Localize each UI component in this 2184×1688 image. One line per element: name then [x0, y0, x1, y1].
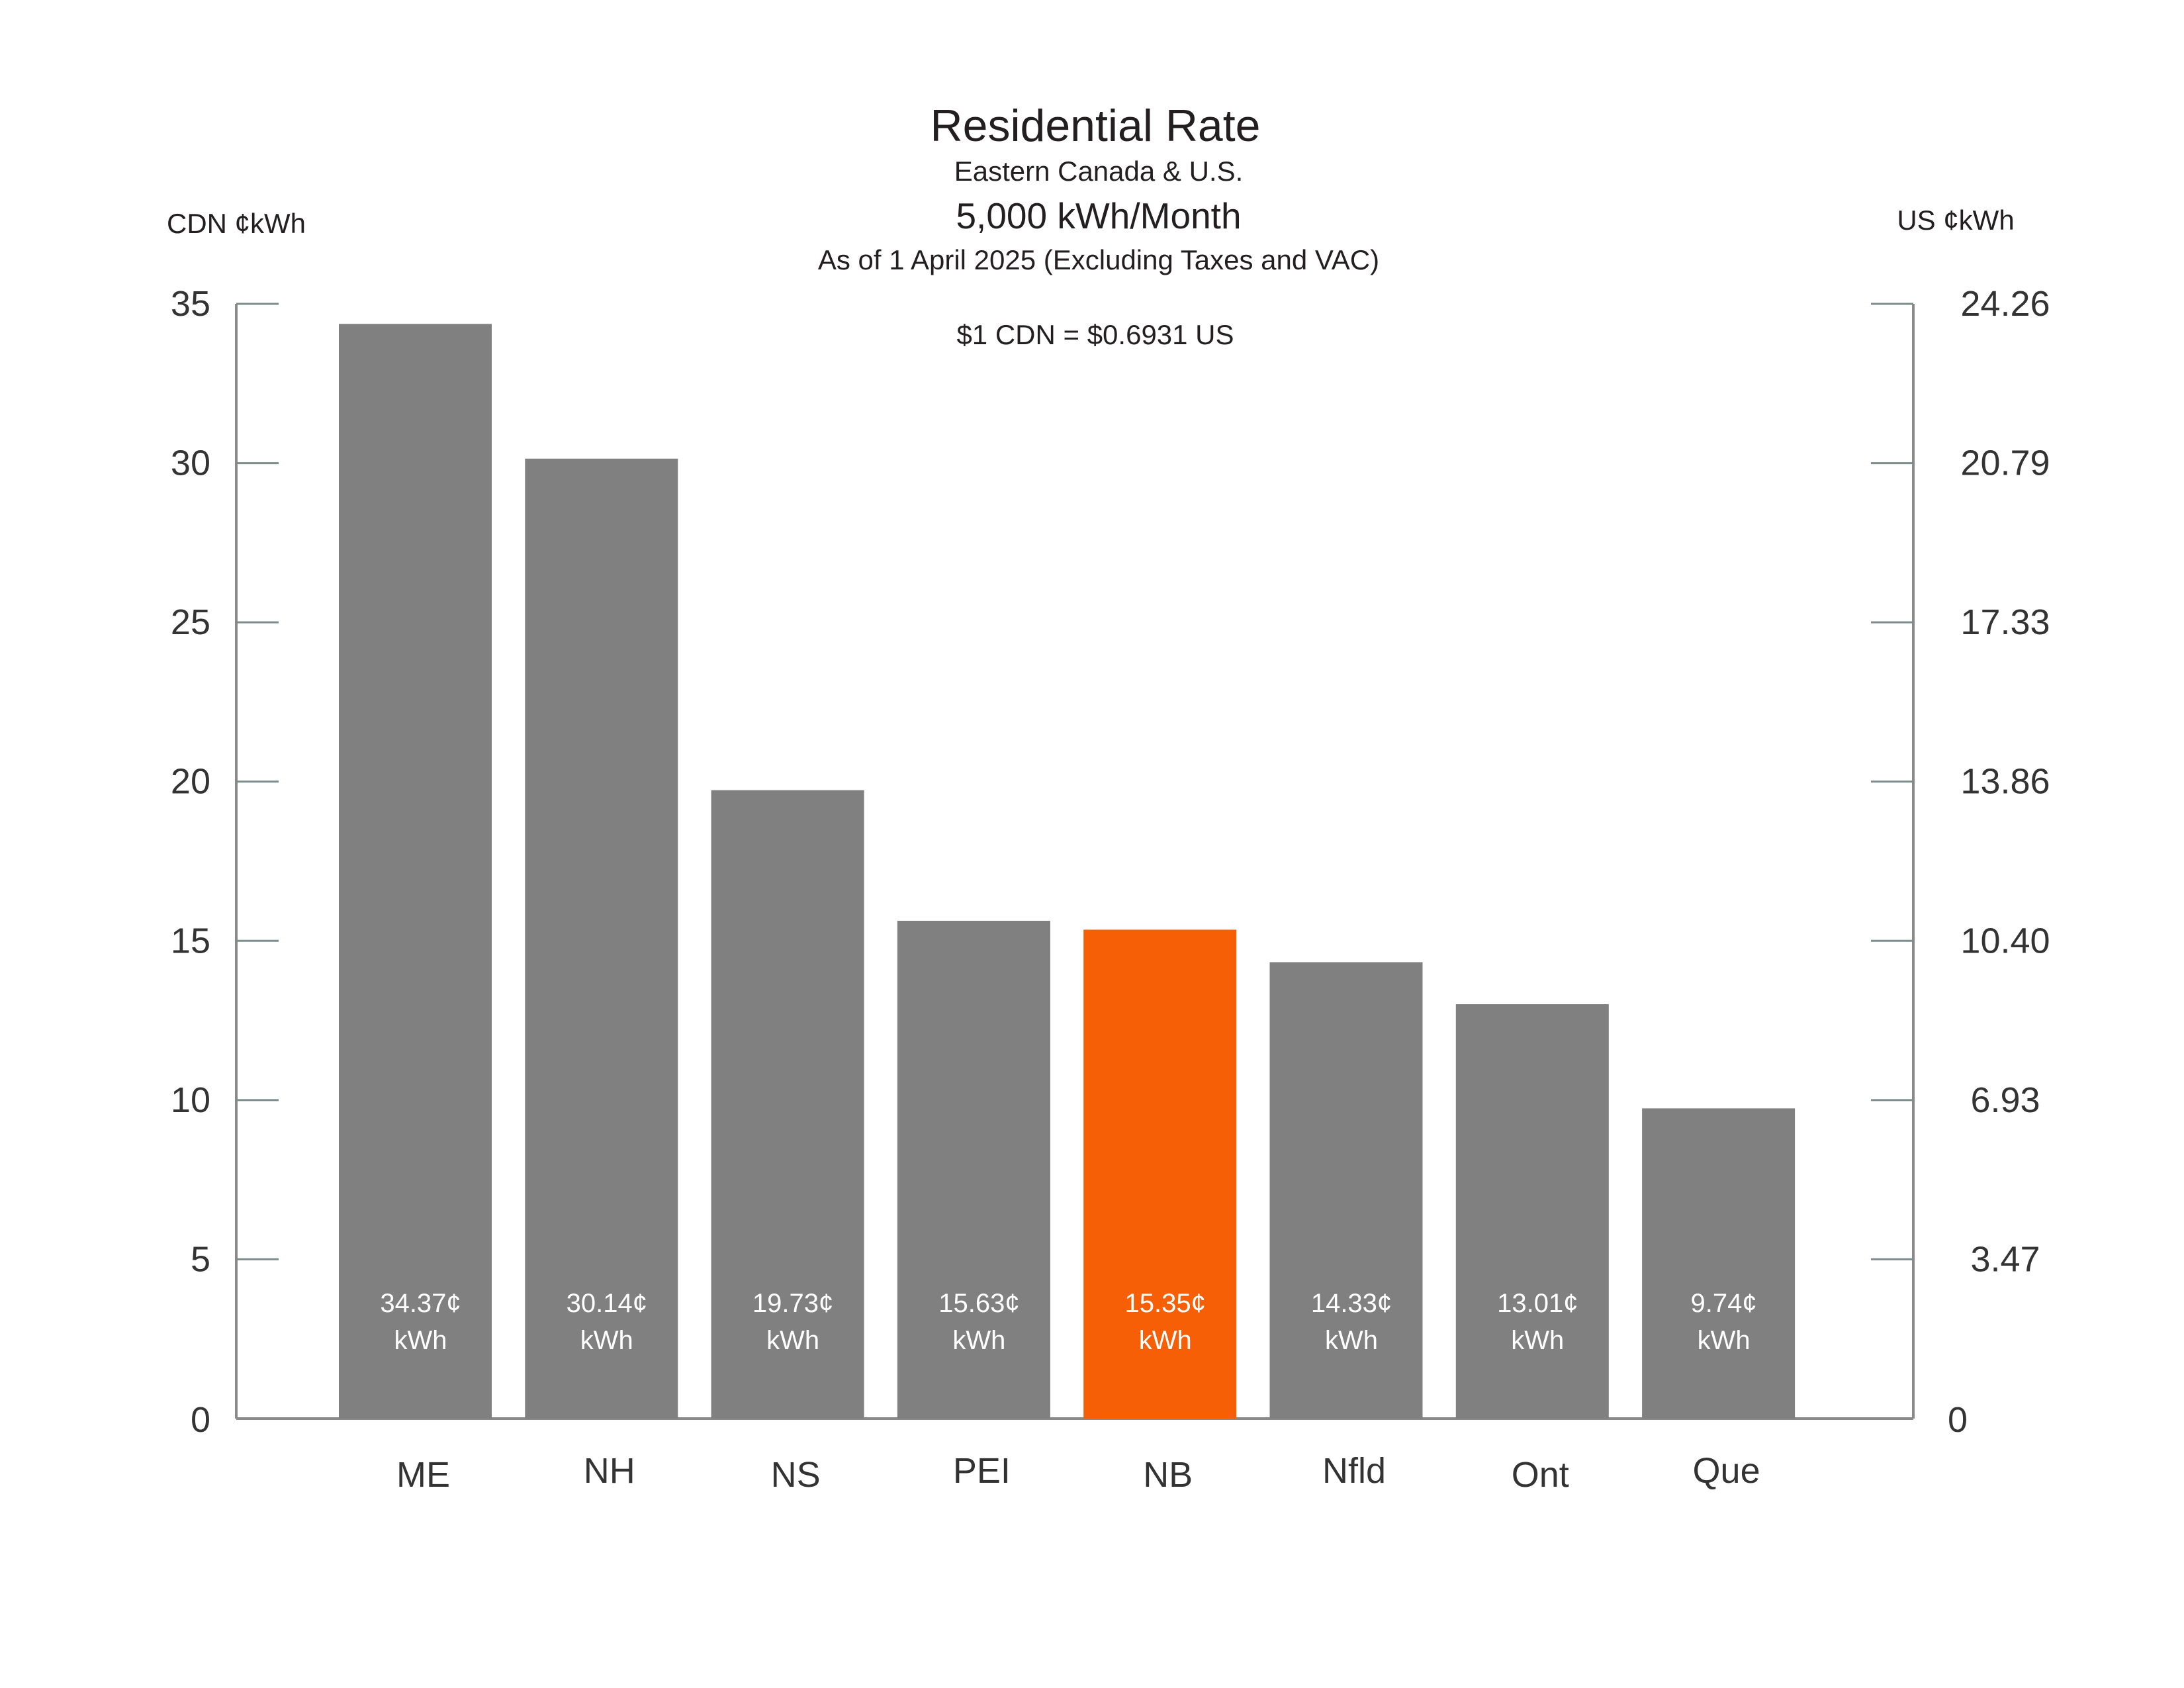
bar-value-label: 14.33¢: [1311, 1289, 1392, 1318]
bar-unit-label: kWh: [580, 1326, 633, 1355]
category-label: NB: [1143, 1455, 1193, 1495]
category-label: NS: [771, 1455, 821, 1495]
chart-subtitle-date: As of 1 April 2025 (Excluding Taxes and …: [818, 244, 1379, 275]
bar-unit-label: kWh: [1698, 1326, 1751, 1355]
bar-value-label: 13.01¢: [1497, 1289, 1578, 1318]
left-tick-label: 30: [171, 444, 210, 483]
bar-value-label: 9.74¢: [1691, 1289, 1757, 1318]
bar-ont: [1455, 1004, 1609, 1419]
left-tick-label: 35: [171, 284, 210, 324]
bar-value-label: 34.37¢: [380, 1289, 461, 1318]
bar-unit-label: kWh: [766, 1326, 819, 1355]
left-axis-label: CDN ¢kWh: [167, 208, 306, 239]
right-tick-label: 20.79: [1960, 444, 2050, 483]
bar-unit-label: kWh: [1139, 1326, 1192, 1355]
right-tick-label: 13.86: [1960, 762, 2050, 802]
bar-nb: [1083, 929, 1237, 1419]
exchange-rate-annotation: $1 CDN = $0.6931 US: [956, 319, 1234, 350]
right-tick-label: 10.40: [1960, 921, 2050, 961]
bar-unit-label: kWh: [1325, 1326, 1378, 1355]
bar-value-label: 15.63¢: [938, 1289, 1019, 1318]
left-tick-label: 20: [171, 762, 210, 802]
bar-que: [1642, 1108, 1796, 1419]
category-label: ME: [396, 1455, 450, 1495]
left-tick-label: 10: [171, 1080, 210, 1120]
left-tick-label: 5: [191, 1239, 210, 1279]
bar-unit-label: kWh: [394, 1326, 447, 1355]
right-axis-label: US ¢kWh: [1897, 205, 2014, 236]
bar-unit-label: kWh: [1511, 1326, 1564, 1355]
left-tick-label: 15: [171, 921, 210, 961]
category-label: Nfld: [1322, 1451, 1386, 1491]
chart-subtitle: Eastern Canada & U.S.: [954, 156, 1244, 187]
right-tick-label: 3.47: [1970, 1239, 2040, 1279]
category-label: PEI: [953, 1451, 1011, 1491]
bar-unit-label: kWh: [952, 1326, 1005, 1355]
left-tick-label: 25: [171, 602, 210, 642]
chart-title: Residential Rate: [931, 101, 1261, 151]
left-tick-label: 0: [191, 1400, 210, 1440]
bar-ns: [711, 790, 864, 1419]
chart-subtitle-usage: 5,000 kWh/Month: [956, 195, 1241, 236]
right-tick-label: 24.26: [1960, 284, 2050, 324]
bar-value-label: 30.14¢: [567, 1289, 647, 1318]
bar-value-label: 15.35¢: [1125, 1289, 1206, 1318]
bar-value-label: 19.73¢: [752, 1289, 833, 1318]
category-label: NH: [584, 1451, 635, 1491]
category-label: Que: [1693, 1451, 1760, 1491]
right-tick-label: 6.93: [1970, 1080, 2040, 1120]
bar-nfld: [1269, 962, 1423, 1419]
category-label: Ont: [1512, 1455, 1569, 1495]
bar-nh: [525, 458, 678, 1419]
bar-pei: [897, 920, 1050, 1419]
bar-me: [339, 324, 492, 1419]
right-tick-label: 0: [1948, 1400, 1968, 1440]
right-tick-label: 17.33: [1960, 602, 2050, 642]
